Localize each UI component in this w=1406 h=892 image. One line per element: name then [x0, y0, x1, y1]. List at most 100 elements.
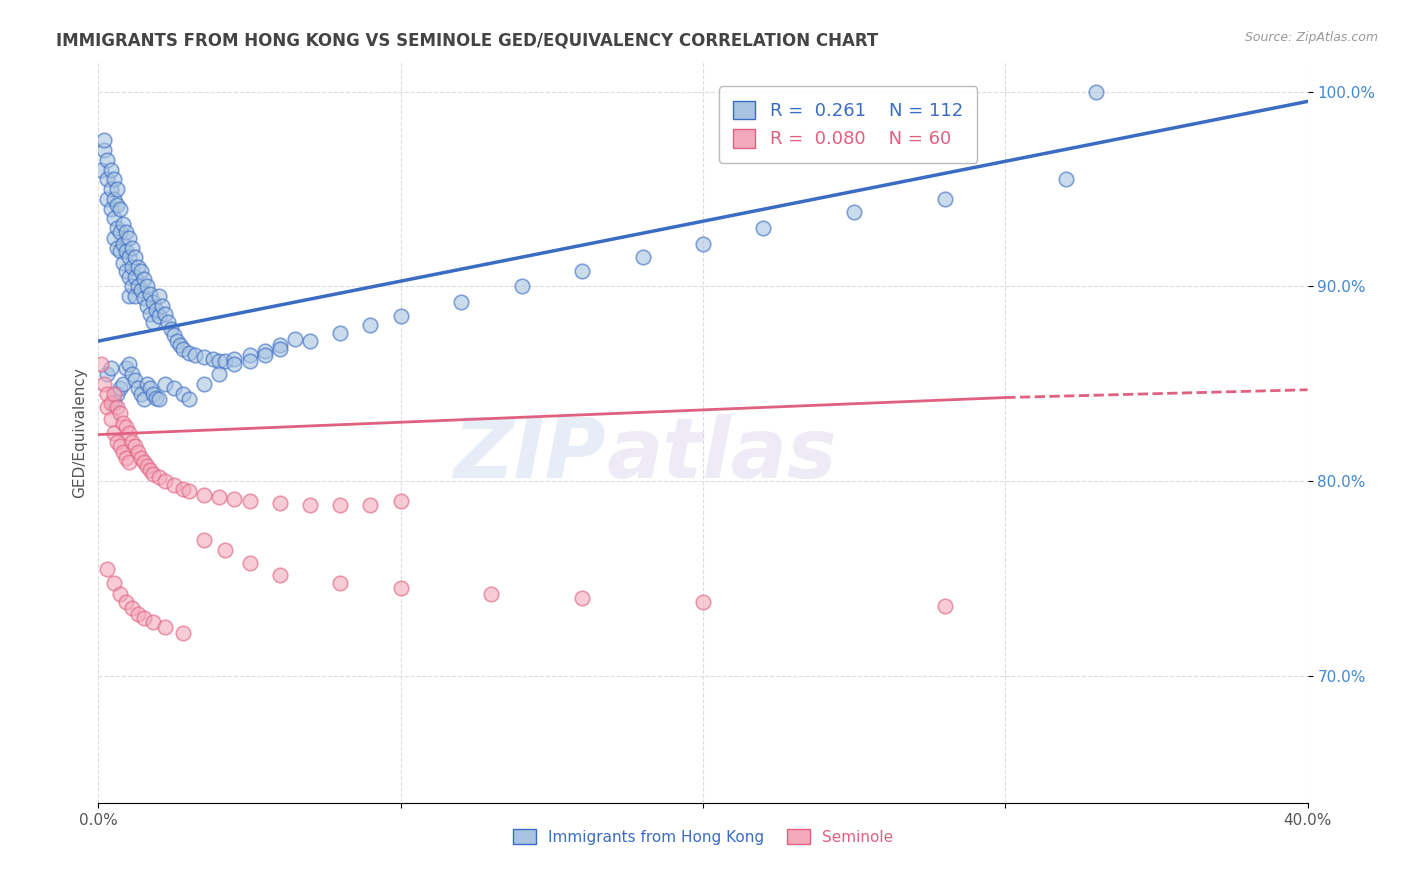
- Point: [139, 462, 162, 476]
- Point: [96, 386, 118, 401]
- Point: [224, 491, 246, 506]
- Point: [127, 445, 149, 459]
- Point: [269, 496, 291, 510]
- Point: [148, 289, 170, 303]
- Point: [111, 236, 134, 251]
- Point: [163, 381, 186, 395]
- Point: [93, 376, 115, 391]
- Point: [179, 484, 201, 499]
- Point: [631, 250, 654, 264]
- Point: [127, 381, 149, 395]
- Point: [299, 498, 322, 512]
- Point: [114, 225, 136, 239]
- Point: [93, 143, 115, 157]
- Point: [184, 348, 207, 362]
- Point: [124, 373, 146, 387]
- Point: [108, 381, 131, 395]
- Point: [105, 221, 128, 235]
- Point: [132, 392, 155, 407]
- Point: [844, 205, 866, 219]
- Point: [111, 217, 134, 231]
- Point: [127, 279, 149, 293]
- Point: [118, 455, 141, 469]
- Point: [934, 192, 956, 206]
- Y-axis label: GED/Equivalency: GED/Equivalency: [72, 368, 87, 498]
- Point: [108, 225, 131, 239]
- Point: [111, 376, 134, 391]
- Point: [103, 575, 125, 590]
- Point: [329, 575, 352, 590]
- Point: [179, 345, 201, 359]
- Point: [145, 391, 167, 405]
- Point: [93, 133, 115, 147]
- Legend: Immigrants from Hong Kong, Seminole: Immigrants from Hong Kong, Seminole: [506, 822, 900, 851]
- Point: [114, 244, 136, 259]
- Point: [103, 192, 125, 206]
- Point: [90, 358, 112, 372]
- Point: [145, 302, 167, 317]
- Point: [172, 386, 194, 401]
- Point: [208, 490, 231, 504]
- Point: [193, 350, 215, 364]
- Point: [214, 353, 236, 368]
- Point: [253, 348, 276, 362]
- Point: [202, 351, 225, 366]
- Point: [114, 264, 136, 278]
- Text: atlas: atlas: [606, 414, 837, 495]
- Point: [96, 172, 118, 186]
- Point: [103, 172, 125, 186]
- Point: [121, 601, 143, 615]
- Point: [100, 396, 122, 410]
- Point: [208, 353, 231, 368]
- Point: [132, 455, 155, 469]
- Point: [284, 332, 307, 346]
- Point: [269, 342, 291, 356]
- Point: [118, 250, 141, 264]
- Point: [179, 392, 201, 407]
- Point: [114, 419, 136, 434]
- Point: [193, 488, 215, 502]
- Text: ZIP: ZIP: [454, 414, 606, 495]
- Point: [208, 367, 231, 381]
- Point: [108, 202, 131, 216]
- Point: [1085, 85, 1108, 99]
- Point: [103, 396, 125, 410]
- Point: [103, 211, 125, 226]
- Point: [389, 582, 412, 596]
- Point: [108, 244, 131, 259]
- Point: [118, 425, 141, 440]
- Point: [108, 439, 131, 453]
- Point: [389, 309, 412, 323]
- Point: [193, 376, 215, 391]
- Point: [214, 542, 236, 557]
- Point: [329, 326, 352, 341]
- Point: [329, 498, 352, 512]
- Point: [142, 314, 165, 328]
- Point: [90, 162, 112, 177]
- Point: [360, 498, 382, 512]
- Point: [108, 587, 131, 601]
- Point: [389, 493, 412, 508]
- Point: [156, 314, 179, 328]
- Point: [96, 153, 118, 167]
- Point: [142, 386, 165, 401]
- Point: [142, 467, 165, 481]
- Point: [139, 287, 162, 301]
- Point: [135, 458, 157, 473]
- Point: [124, 269, 146, 284]
- Point: [169, 338, 191, 352]
- Point: [172, 626, 194, 640]
- Point: [124, 250, 146, 264]
- Point: [239, 348, 262, 362]
- Point: [132, 271, 155, 285]
- Point: [571, 264, 593, 278]
- Point: [193, 533, 215, 547]
- Point: [239, 556, 262, 570]
- Point: [118, 358, 141, 372]
- Point: [121, 240, 143, 254]
- Point: [142, 295, 165, 310]
- Point: [118, 289, 141, 303]
- Point: [139, 307, 162, 321]
- Point: [148, 470, 170, 484]
- Point: [153, 475, 176, 489]
